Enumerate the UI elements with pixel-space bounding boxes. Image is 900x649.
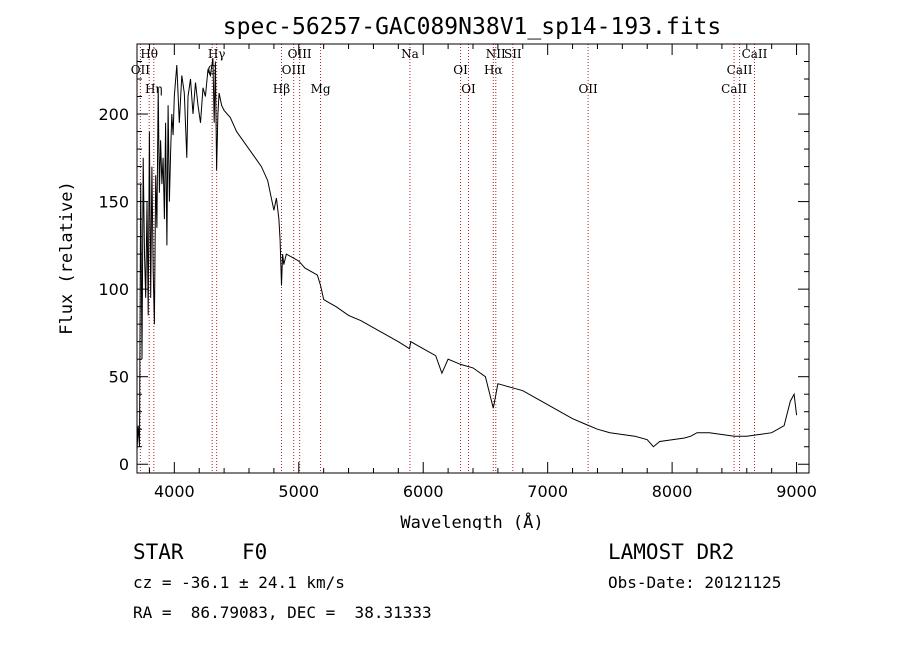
y-tick-label: 50 [109, 368, 129, 387]
line-label-14: OII [578, 82, 598, 96]
object-class: STAR [133, 540, 184, 564]
line-label-10: OI [453, 63, 468, 77]
line-label-12: NII [486, 47, 506, 61]
x-tick-label: 4000 [154, 482, 195, 501]
line-label-2: Hη [145, 82, 163, 96]
x-axis-label: Wavelength (Å) [400, 511, 543, 530]
line-label-5: Hβ [273, 82, 290, 96]
line-label-1: OII [131, 63, 151, 77]
y-axis: 0 50 100 150 200 [98, 61, 809, 474]
x-tick-label: 8000 [652, 482, 693, 501]
plot-frame [136, 43, 810, 474]
line-label-18: CaII [742, 47, 768, 61]
spectrum-series-line [136, 57, 798, 451]
line-label-0: Hθ [140, 47, 158, 61]
chart-title: spec-56257-GAC089N38V1_sp14-193.fits [223, 14, 722, 40]
line-label-15: SII [504, 47, 522, 61]
x-tick-label: 7000 [527, 482, 568, 501]
y-tick-label: 0 [119, 455, 129, 474]
line-label-7: OIII [282, 63, 306, 77]
x-tick-label: 6000 [403, 482, 444, 501]
x-axis: 4000 5000 6000 7000 8000 9000 [148, 44, 817, 501]
observation-date: Obs-Date: 20121125 [608, 573, 782, 592]
line-label-4: G [207, 63, 217, 77]
redshift-readout: cz = -36.1 ± 24.1 km/s [133, 573, 345, 592]
spectrum-chart: spec-56257-GAC089N38V1_sp14-193.fits Hθ O… [57, 14, 817, 530]
y-tick-label: 200 [98, 105, 129, 124]
y-tick-label: 150 [98, 193, 129, 212]
line-label-16: CaII [727, 63, 753, 77]
line-label-3: Hγ [208, 47, 226, 61]
coordinates-readout: RA = 86.79083, DEC = 38.31333 [133, 603, 432, 622]
object-subclass: F0 [242, 540, 268, 564]
y-tick-label: 100 [98, 280, 129, 299]
x-tick-label: 5000 [278, 482, 319, 501]
line-label-9: Na [401, 47, 419, 61]
y-axis-label: Flux (relative) [57, 181, 77, 335]
line-label-17: CaII [721, 82, 747, 96]
line-label-8: Mg [311, 82, 331, 96]
line-label-11: OI [461, 82, 476, 96]
spectral-line-markers: Hθ OII Hη Hγ G Hβ OIII OIII Mg Na OI OI NII Hα OII SII C… [131, 44, 768, 473]
line-label-6: OIII [288, 47, 312, 61]
line-label-13: Hα [484, 63, 503, 77]
survey-name: LAMOST DR2 [608, 540, 735, 564]
x-tick-label: 9000 [776, 482, 817, 501]
